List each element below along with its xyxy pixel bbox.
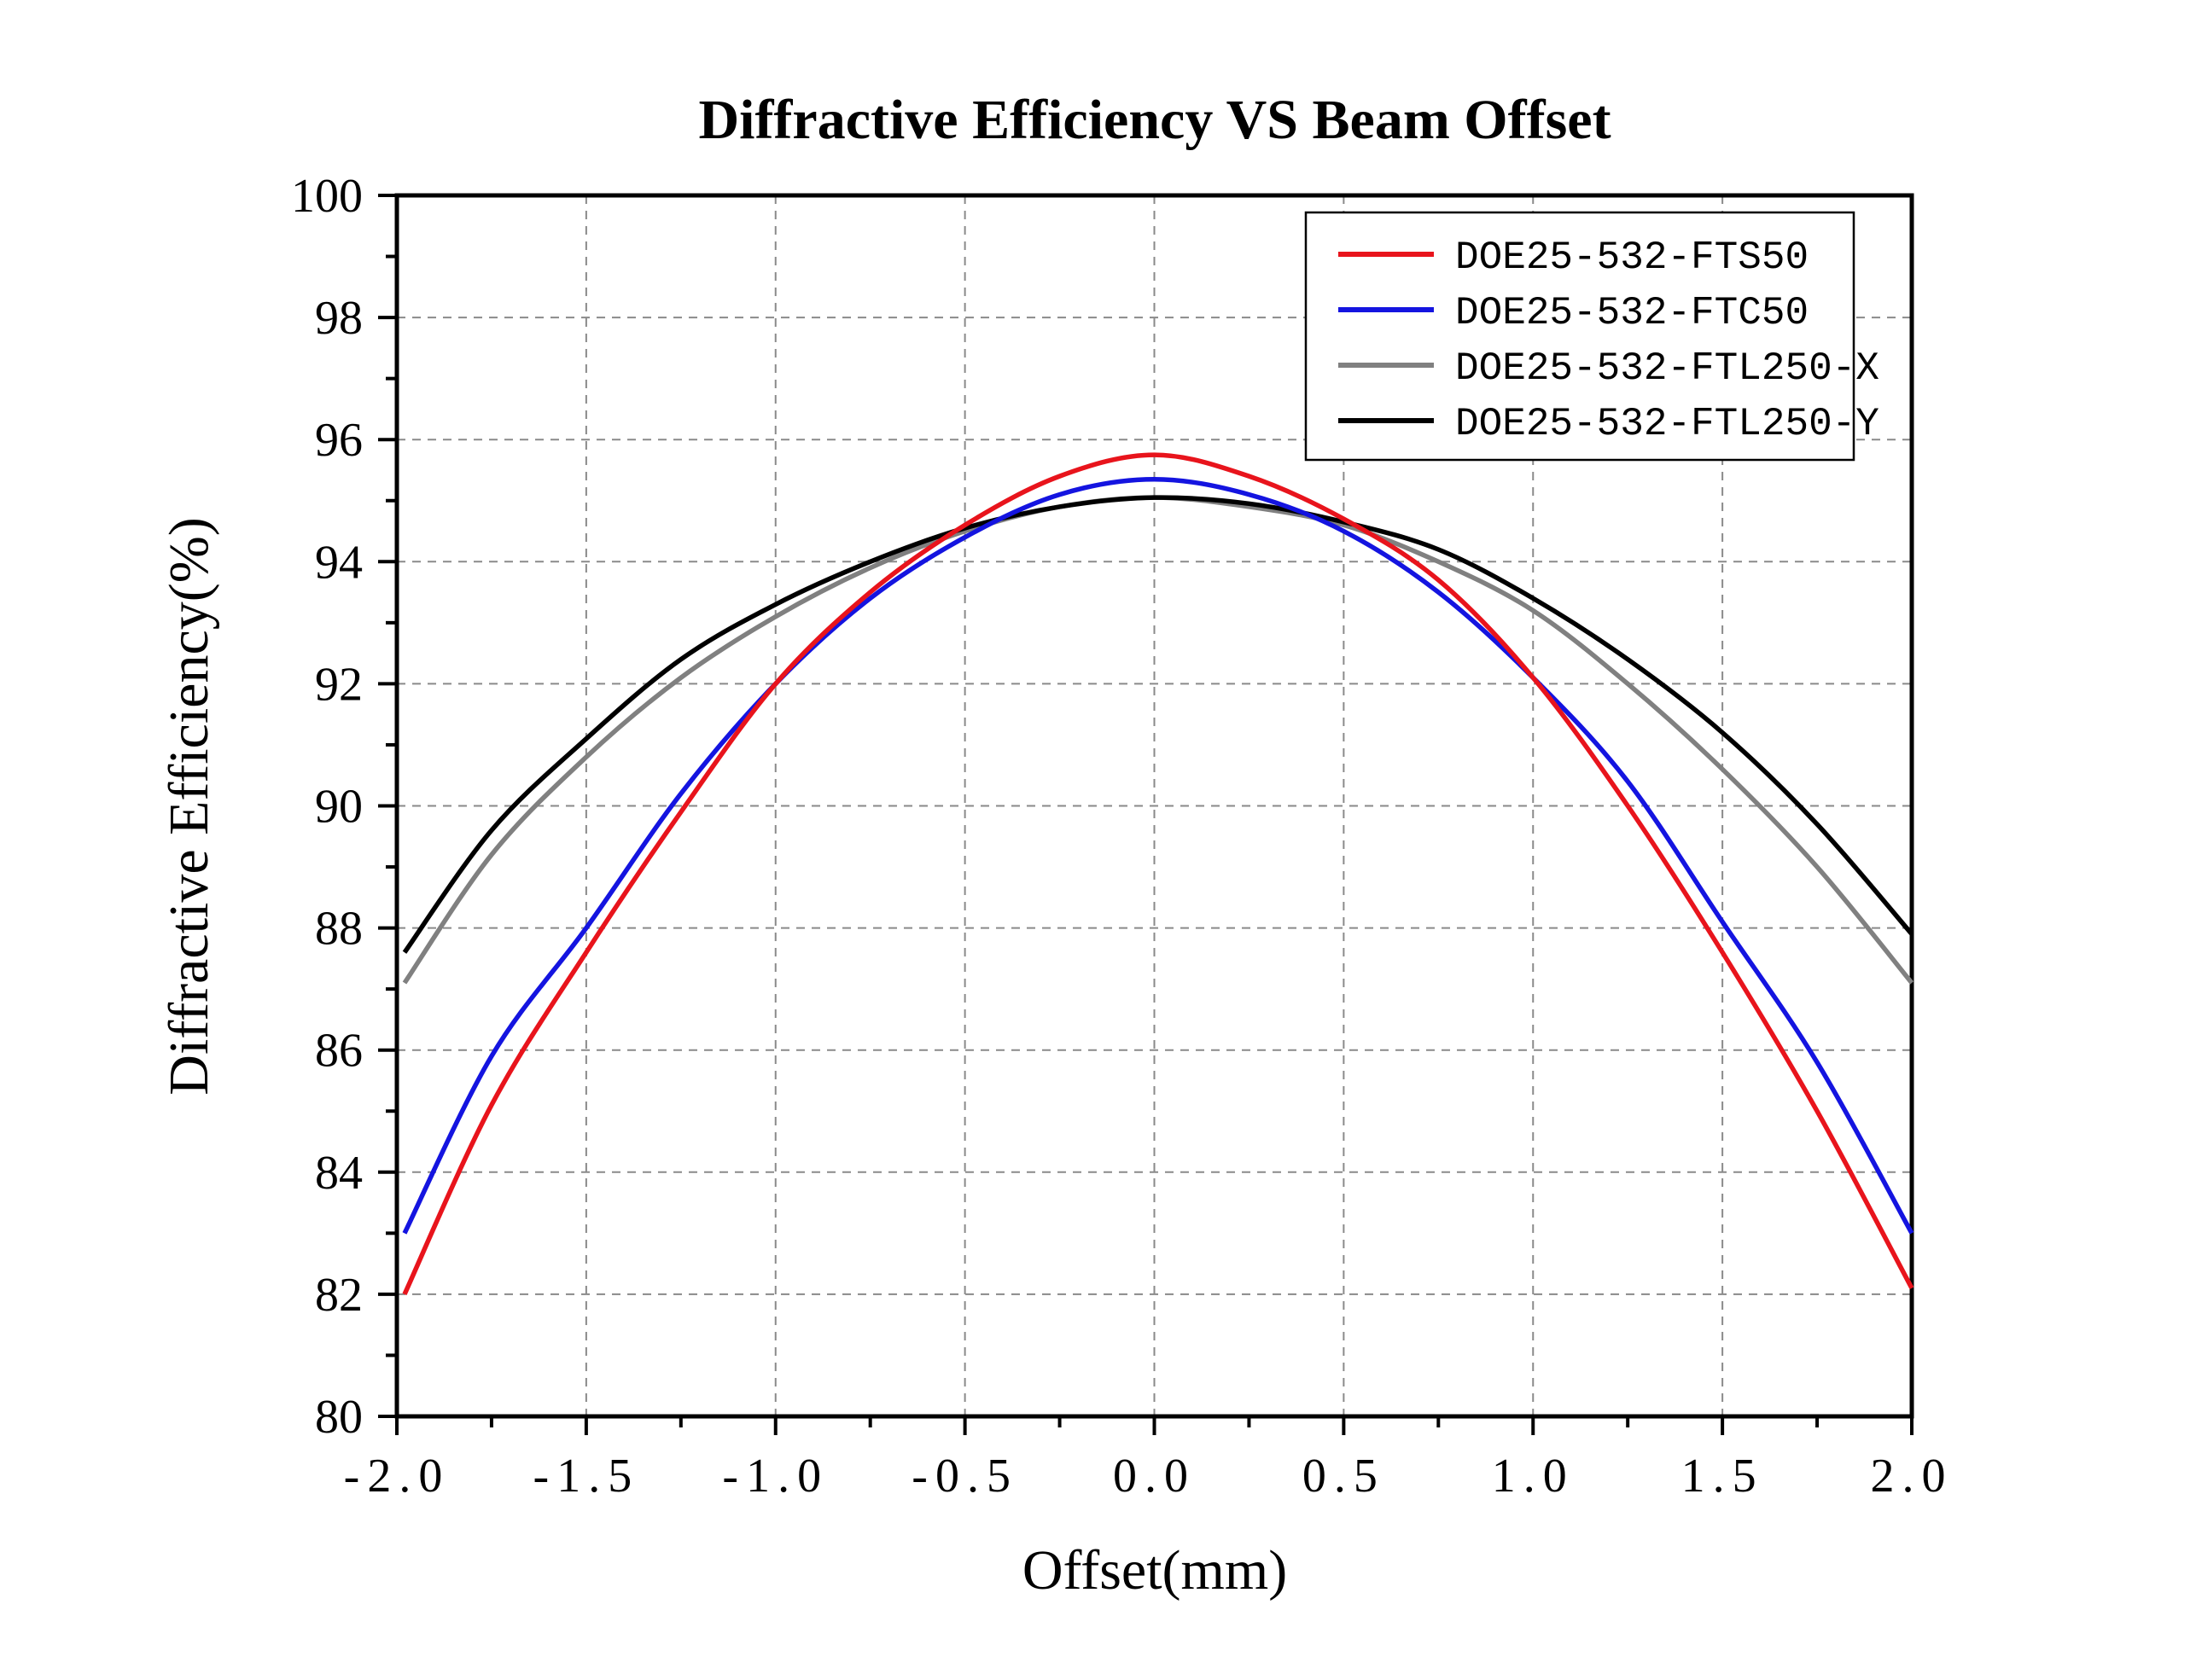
series-line-2: [402, 476, 1914, 1235]
series-lines: [402, 452, 1914, 1296]
legend-label-2: DOE25-532-FTC50: [1455, 291, 1809, 335]
y-tick-label: 100: [291, 170, 363, 223]
y-tick-label: 80: [315, 1391, 363, 1444]
x-tick-label: 1.5: [1681, 1450, 1764, 1503]
series-line-4: [402, 495, 1914, 954]
series-line-1: [402, 452, 1914, 1296]
x-tick-label: 0.5: [1302, 1450, 1385, 1503]
chart-title: Diffractive Efficiency VS Beam Offset: [698, 89, 1611, 151]
x-tick-label: -0.5: [912, 1450, 1018, 1503]
y-tick-label: 82: [315, 1269, 363, 1322]
x-tick-label: -1.5: [533, 1450, 640, 1503]
x-tick-label: -1.0: [722, 1450, 829, 1503]
y-tick-labels: 80 82 84 86 88 90 92 94 96 98 100: [291, 170, 363, 1444]
y-tick-label: 88: [315, 903, 363, 956]
x-tick-label: 2.0: [1871, 1450, 1954, 1503]
x-tick-label: -2.0: [344, 1450, 451, 1503]
x-tick-label: 1.0: [1492, 1450, 1575, 1503]
x-tick-labels: -2.0 -1.5 -1.0 -0.5 0.0 0.5 1.0 1.5 2.0: [344, 1450, 1954, 1503]
y-tick-label: 96: [315, 414, 363, 467]
series-line-3: [402, 495, 1914, 985]
x-axis-label: Offset(mm): [1022, 1539, 1287, 1602]
x-tick-label: 0.0: [1113, 1450, 1196, 1503]
legend-label-3: DOE25-532-FTL250-X: [1455, 346, 1879, 391]
legend-label-4: DOE25-532-FTL250-Y: [1455, 402, 1879, 446]
legend-label-1: DOE25-532-FTS50: [1455, 235, 1809, 280]
axis-ticks: [378, 194, 1913, 1435]
y-tick-label: 98: [315, 292, 363, 345]
y-tick-label: 90: [315, 781, 363, 834]
y-axis-label: Diffractive Efficiency(%): [158, 517, 220, 1095]
legend: DOE25-532-FTS50 DOE25-532-FTC50 DOE25-532-…: [1304, 211, 1879, 462]
y-tick-label: 84: [315, 1147, 363, 1200]
y-tick-label: 94: [315, 536, 363, 589]
y-tick-label: 86: [315, 1025, 363, 1078]
y-tick-label: 92: [315, 658, 363, 711]
